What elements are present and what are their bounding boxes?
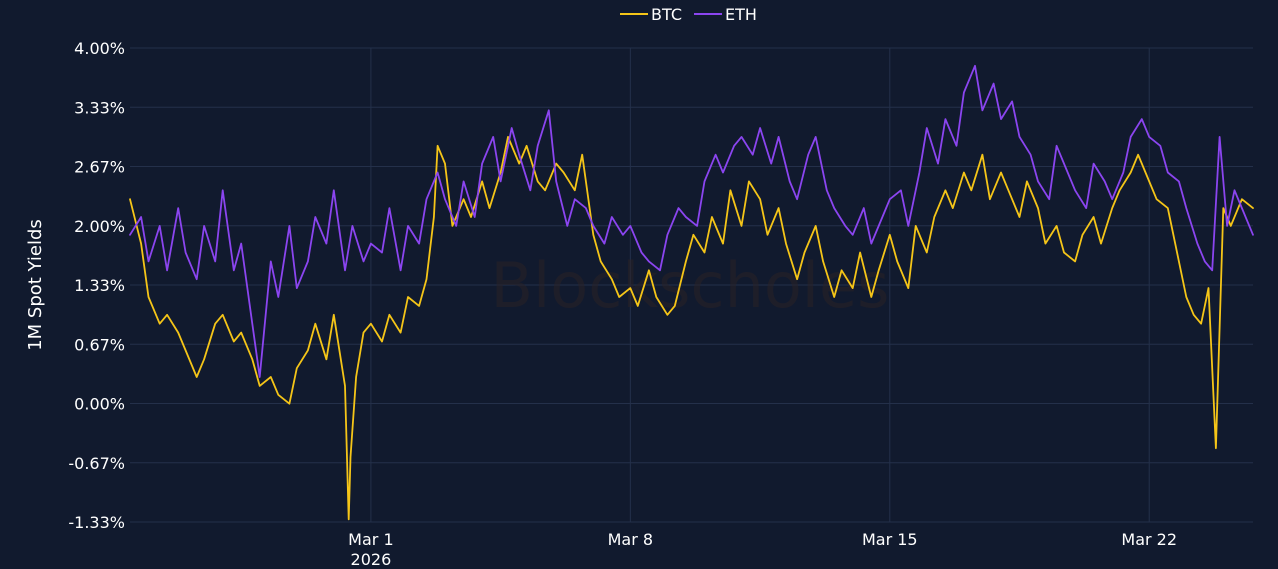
legend-item-btc[interactable]: BTC: [620, 5, 682, 24]
y-tick-label: 2.67%: [74, 158, 125, 177]
x-tick-label: Mar 1: [348, 530, 393, 549]
btc-series-line: [129, 135, 1254, 521]
legend-item-eth[interactable]: ETH: [694, 5, 757, 24]
watermark-text: Blockscholes: [491, 249, 890, 322]
y-tick-label: 0.67%: [74, 335, 125, 354]
y-tick-label: 2.00%: [74, 217, 125, 236]
y-axis-title: 1M Spot Yields: [25, 219, 46, 351]
x-tick-label: Mar 8: [608, 530, 653, 549]
y-tick-label: 3.33%: [74, 98, 125, 117]
x-tick-year-label: 2026: [351, 550, 392, 569]
series-lines: [129, 64, 1254, 521]
y-tick-label: 0.00%: [74, 395, 125, 414]
x-tick-label: Mar 15: [862, 530, 918, 549]
eth-series-line: [129, 64, 1254, 378]
y-tick-label: 4.00%: [74, 39, 125, 58]
y-tick-label: -1.33%: [68, 513, 125, 532]
legend-label: ETH: [725, 5, 757, 24]
legend[interactable]: BTC ETH: [620, 5, 757, 24]
grid: [130, 47, 1253, 523]
y-axis-ticks: 4.00% 3.33% 2.67% 2.00% 1.33% 0.67% 0.00% -0.67…: [68, 39, 125, 532]
y-tick-label: -0.67%: [68, 454, 125, 473]
y-tick-label: 1.33%: [74, 276, 125, 295]
legend-label: BTC: [651, 5, 682, 24]
x-tick-label: Mar 22: [1121, 530, 1177, 549]
